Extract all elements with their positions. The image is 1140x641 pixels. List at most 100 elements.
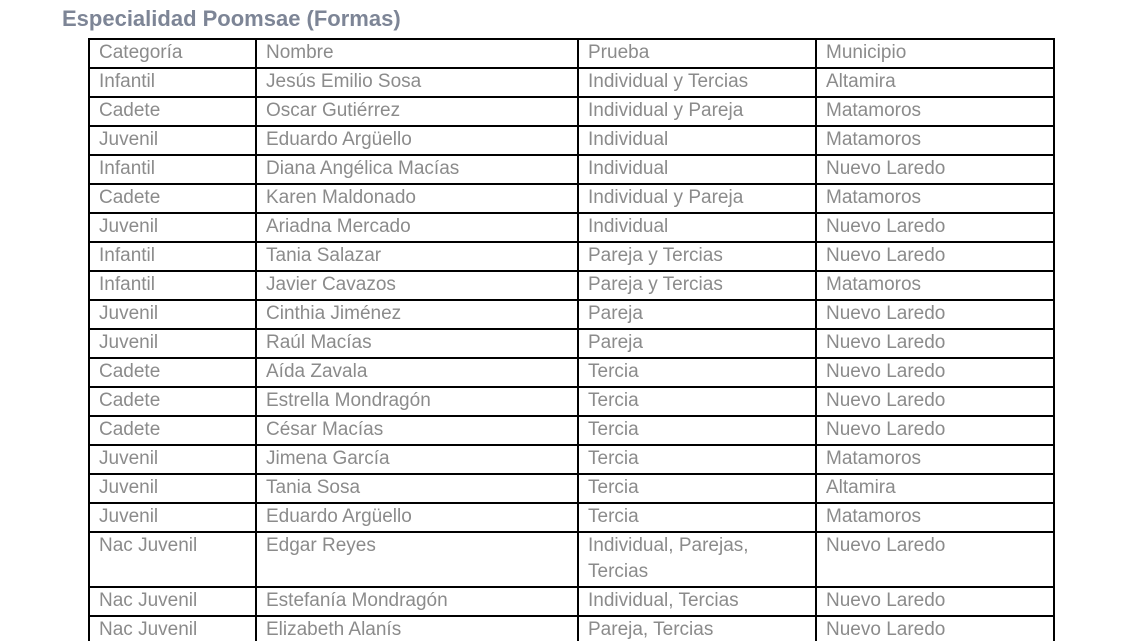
table-cell: Individual y Tercias [577, 67, 817, 98]
table-cell: Nuevo Laredo [815, 415, 1055, 446]
table-cell: Individual [577, 125, 817, 156]
table-cell: Altamira [815, 67, 1055, 98]
table-cell: Nuevo Laredo [815, 154, 1055, 185]
table-cell: Cadete [88, 96, 257, 127]
table-cell: Nuevo Laredo [815, 241, 1055, 272]
table-row: Juvenil Ariadna Mercado Individual Nuevo La… [88, 212, 1055, 243]
table-row: Juvenil Eduardo Argüello Individual Matamor… [88, 125, 1055, 156]
table-row: Cadete Karen Maldonado Individual y Pareja… [88, 183, 1055, 214]
table-cell: Nuevo Laredo [815, 357, 1055, 388]
table-cell: Nuevo Laredo [815, 328, 1055, 359]
table-row: Nac Juvenil Edgar Reyes Individual, Pareja… [88, 531, 1055, 588]
table-cell: Cadete [88, 183, 257, 214]
table-cell: Infantil [88, 154, 257, 185]
table-cell: Pareja y Tercias [577, 270, 817, 301]
table-row: Cadete Aída Zavala Tercia Nuevo Laredo [88, 357, 1055, 388]
column-header: Categoría [88, 38, 257, 69]
table-cell: Estefanía Mondragón [255, 586, 579, 617]
table-cell: Cinthia Jiménez [255, 299, 579, 330]
table-cell: Tercia [577, 444, 817, 475]
table-cell: Nuevo Laredo [815, 586, 1055, 617]
table-row: Juvenil Jimena García Tercia Matamoros [88, 444, 1055, 475]
table-cell: Nuevo Laredo [815, 386, 1055, 417]
table-cell: Cadete [88, 357, 257, 388]
table-cell: Cadete [88, 386, 257, 417]
table-cell: Diana Angélica Macías [255, 154, 579, 185]
table-cell: Pareja [577, 328, 817, 359]
table-row: Juvenil Tania Sosa Tercia Altamira [88, 473, 1055, 504]
table-cell: Infantil [88, 67, 257, 98]
table-cell: Raúl Macías [255, 328, 579, 359]
table-cell: Altamira [815, 473, 1055, 504]
table-row: Infantil Tania Salazar Pareja y Tercias Nue… [88, 241, 1055, 272]
table-cell: Tercia [577, 473, 817, 504]
table-cell: Infantil [88, 241, 257, 272]
table-row: Infantil Javier Cavazos Pareja y Tercias Ma… [88, 270, 1055, 301]
table-cell: Matamoros [815, 125, 1055, 156]
table-cell: Estrella Mondragón [255, 386, 579, 417]
table-cell: Matamoros [815, 444, 1055, 475]
page-title: Especialidad Poomsae (Formas) [62, 6, 401, 31]
column-header: Nombre [255, 38, 579, 69]
table-cell: Nuevo Laredo [815, 531, 1055, 588]
poomsae-table: Categoría Nombre Prueba Municipio Infantil J… [88, 38, 1055, 641]
table-cell: Individual [577, 212, 817, 243]
column-header: Prueba [577, 38, 817, 69]
table-cell: Juvenil [88, 299, 257, 330]
table-cell: Matamoros [815, 502, 1055, 533]
table-cell: Tercia [577, 415, 817, 446]
table-row: Cadete César Macías Tercia Nuevo Laredo [88, 415, 1055, 446]
table-cell: Cadete [88, 415, 257, 446]
table-cell: Karen Maldonado [255, 183, 579, 214]
table-cell: Juvenil [88, 444, 257, 475]
table-row: Nac Juvenil Elizabeth Alanís Pareja, Terci… [88, 615, 1055, 641]
table-cell: Eduardo Argüello [255, 125, 579, 156]
table-cell: Nac Juvenil [88, 615, 257, 641]
table-cell: César Macías [255, 415, 579, 446]
table-cell: Individual, Parejas, Tercias [577, 531, 817, 588]
table-cell: Tercia [577, 502, 817, 533]
table-header-row: Categoría Nombre Prueba Municipio [88, 38, 1055, 69]
table-cell: Juvenil [88, 125, 257, 156]
column-header: Municipio [815, 38, 1055, 69]
table-cell: Nuevo Laredo [815, 299, 1055, 330]
table-cell: Matamoros [815, 96, 1055, 127]
table-cell: Matamoros [815, 270, 1055, 301]
table-cell: Elizabeth Alanís [255, 615, 579, 641]
table-cell: Individual, Tercias [577, 586, 817, 617]
table-cell: Jimena García [255, 444, 579, 475]
table-cell: Individual [577, 154, 817, 185]
table-row: Cadete Estrella Mondragón Tercia Nuevo Lare… [88, 386, 1055, 417]
table-cell: Oscar Gutiérrez [255, 96, 579, 127]
table-row: Infantil Diana Angélica Macías Individual N… [88, 154, 1055, 185]
table-cell: Javier Cavazos [255, 270, 579, 301]
table-cell: Infantil [88, 270, 257, 301]
table-cell: Individual y Pareja [577, 183, 817, 214]
table-cell: Nac Juvenil [88, 531, 257, 588]
table-cell: Eduardo Argüello [255, 502, 579, 533]
table-body: Infantil Jesús Emilio Sosa Individual y Te… [88, 67, 1055, 641]
table-cell: Pareja, Tercias [577, 615, 817, 641]
table-cell: Tania Sosa [255, 473, 579, 504]
table-row: Juvenil Eduardo Argüello Tercia Matamoros [88, 502, 1055, 533]
table-row: Juvenil Cinthia Jiménez Pareja Nuevo Laredo [88, 299, 1055, 330]
table-cell: Ariadna Mercado [255, 212, 579, 243]
table-cell: Juvenil [88, 212, 257, 243]
table-row: Juvenil Raúl Macías Pareja Nuevo Laredo [88, 328, 1055, 359]
table-cell: Edgar Reyes [255, 531, 579, 588]
table-cell: Pareja y Tercias [577, 241, 817, 272]
table-cell: Nuevo Laredo [815, 212, 1055, 243]
table-cell: Tercia [577, 386, 817, 417]
table-row: Nac Juvenil Estefanía Mondragón Individual… [88, 586, 1055, 617]
table-cell: Jesús Emilio Sosa [255, 67, 579, 98]
table-cell: Juvenil [88, 473, 257, 504]
table-cell: Pareja [577, 299, 817, 330]
table-cell: Nuevo Laredo [815, 615, 1055, 641]
table-cell: Juvenil [88, 328, 257, 359]
table-cell: Aída Zavala [255, 357, 579, 388]
table-cell: Juvenil [88, 502, 257, 533]
table-row: Cadete Oscar Gutiérrez Individual y Pareja… [88, 96, 1055, 127]
table-cell: Nac Juvenil [88, 586, 257, 617]
table-cell: Tercia [577, 357, 817, 388]
